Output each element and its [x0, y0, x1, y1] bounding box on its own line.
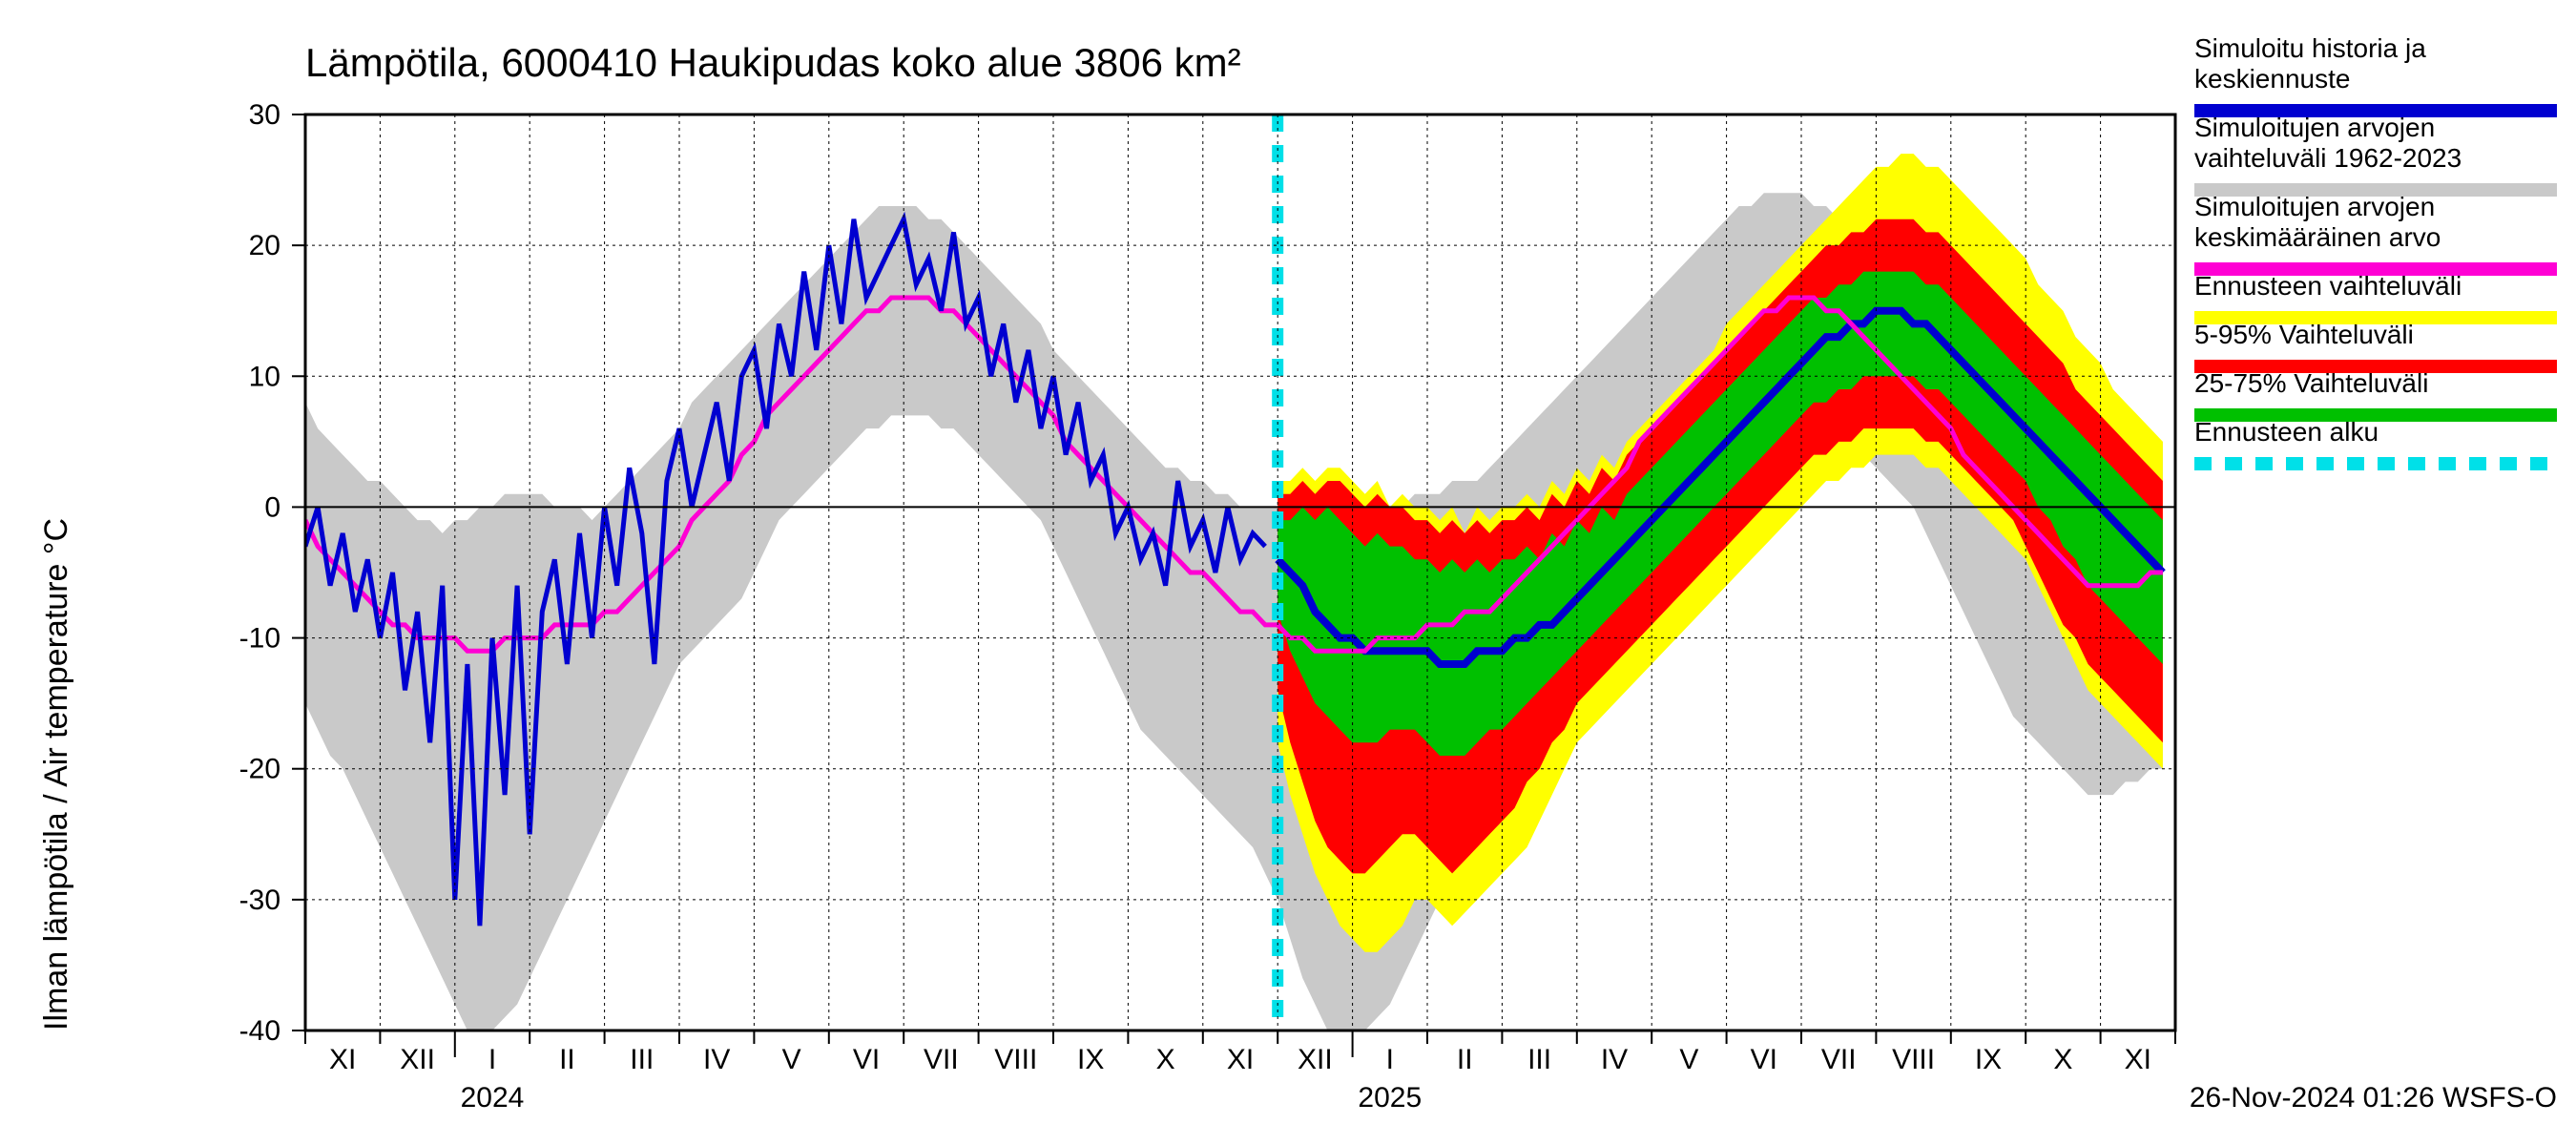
- legend-label: vaihteluväli 1962-2023: [2194, 143, 2462, 173]
- x-month-label: V: [782, 1044, 801, 1075]
- x-month-label: XII: [400, 1044, 435, 1075]
- legend-label: Ennusteen alku: [2194, 417, 2379, 447]
- y-axis-label: Ilman lämpötila / Air temperature °C: [38, 518, 74, 1030]
- y-tick-label: -30: [239, 885, 280, 916]
- x-month-label: XII: [1298, 1044, 1333, 1075]
- legend-label: keskimääräinen arvo: [2194, 222, 2441, 252]
- x-month-label: XI: [2125, 1044, 2151, 1075]
- legend-label: Simuloitujen arvojen: [2194, 113, 2435, 142]
- legend-label: 5-95% Vaihteluväli: [2194, 320, 2414, 349]
- y-tick-label: 20: [249, 230, 280, 261]
- x-month-label: I: [1386, 1044, 1394, 1075]
- x-month-label: XI: [1227, 1044, 1254, 1075]
- temperature-chart: -40-30-20-100102030XIXIIIIIIIIIVVVIVIIVI…: [0, 0, 2576, 1145]
- x-year-label: 2024: [461, 1082, 525, 1114]
- x-month-label: IV: [703, 1044, 730, 1075]
- x-month-label: IV: [1601, 1044, 1628, 1075]
- x-month-label: X: [1156, 1044, 1175, 1075]
- x-month-label: VII: [924, 1044, 959, 1075]
- y-tick-label: -20: [239, 754, 280, 785]
- x-month-label: VIII: [1892, 1044, 1935, 1075]
- y-tick-label: 30: [249, 99, 280, 131]
- x-month-label: VI: [853, 1044, 880, 1075]
- y-tick-label: -10: [239, 623, 280, 655]
- y-tick-label: -40: [239, 1015, 280, 1047]
- x-month-label: VI: [1751, 1044, 1777, 1075]
- x-month-label: IX: [1077, 1044, 1104, 1075]
- legend-label: 25-75% Vaihteluväli: [2194, 368, 2428, 398]
- x-month-label: XI: [329, 1044, 356, 1075]
- x-month-label: X: [2053, 1044, 2072, 1075]
- x-month-label: III: [1527, 1044, 1551, 1075]
- x-month-label: II: [1457, 1044, 1473, 1075]
- x-month-label: III: [630, 1044, 654, 1075]
- chart-svg: -40-30-20-100102030XIXIIIIIIIIIVVVIVIIVI…: [0, 0, 2576, 1145]
- y-tick-label: 0: [264, 491, 280, 523]
- legend-label: keskiennuste: [2194, 64, 2350, 94]
- x-year-label: 2025: [1358, 1082, 1422, 1114]
- legend-label: Simuloitujen arvojen: [2194, 192, 2435, 221]
- x-month-label: V: [1679, 1044, 1698, 1075]
- legend-label: Simuloitu historia ja: [2194, 33, 2426, 63]
- x-month-label: I: [488, 1044, 496, 1075]
- chart-title: Lämpötila, 6000410 Haukipudas koko alue …: [305, 40, 1241, 85]
- legend-label: Ennusteen vaihteluväli: [2194, 271, 2462, 301]
- footer-timestamp: 26-Nov-2024 01:26 WSFS-O: [2190, 1082, 2557, 1114]
- y-tick-label: 10: [249, 361, 280, 392]
- x-month-label: II: [559, 1044, 575, 1075]
- x-month-label: VIII: [994, 1044, 1037, 1075]
- x-month-label: VII: [1821, 1044, 1857, 1075]
- x-month-label: IX: [1975, 1044, 2002, 1075]
